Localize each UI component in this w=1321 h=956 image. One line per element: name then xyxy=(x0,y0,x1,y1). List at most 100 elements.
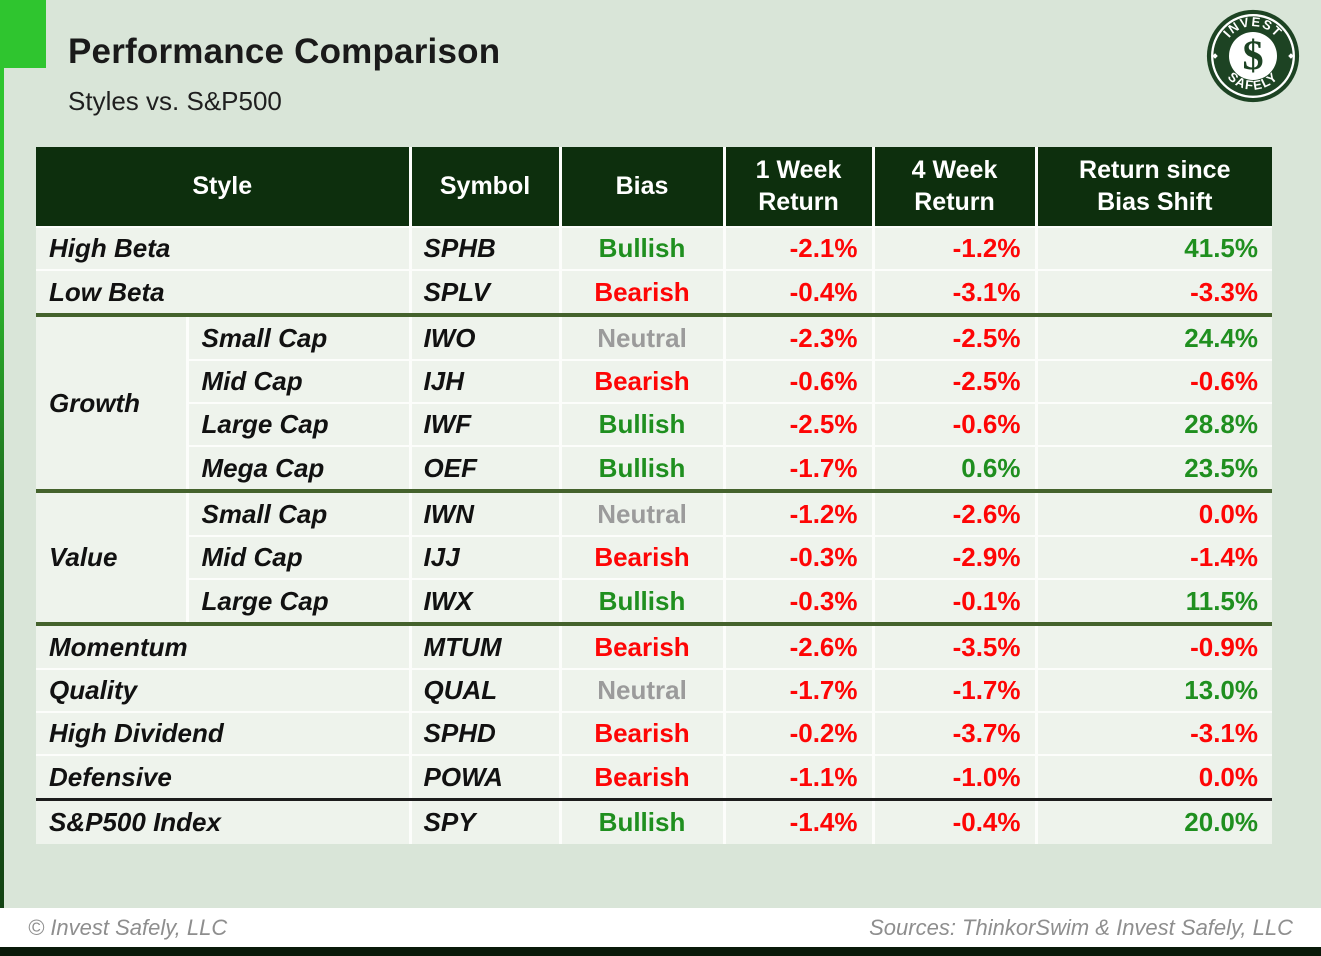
left-accent-strip xyxy=(0,0,4,947)
symbol-cell: IWX xyxy=(410,578,562,622)
header-1-week-return: 1 Week Return xyxy=(724,147,875,227)
week1-return-cell: -2.5% xyxy=(724,402,875,446)
bias-cell: Bullish xyxy=(560,402,726,446)
style-cell: Low Beta xyxy=(36,269,412,313)
symbol-cell: MTUM xyxy=(410,626,562,669)
week4-return-cell: -3.1% xyxy=(873,269,1038,313)
since-return-cell: 13.0% xyxy=(1036,668,1273,712)
week1-return-cell: -1.7% xyxy=(724,668,875,712)
bias-cell: Neutral xyxy=(560,668,726,712)
table-row: Momentum MTUM Bearish -2.6% -3.5% -0.9% xyxy=(36,626,1273,669)
week4-return-cell: -3.5% xyxy=(873,626,1038,669)
since-return-cell: -3.1% xyxy=(1036,711,1273,755)
week4-return-cell: -2.5% xyxy=(873,317,1038,360)
page-subtitle: Styles vs. S&P500 xyxy=(68,86,282,116)
symbol-cell: IWO xyxy=(410,317,562,360)
week1-return-cell: -2.1% xyxy=(724,226,875,270)
table-row: Defensive POWA Bearish -1.1% -1.0% 0.0% xyxy=(36,754,1273,798)
week4-return-cell: -1.7% xyxy=(873,668,1038,712)
section-divider xyxy=(36,622,1273,626)
performance-table: Style Symbol Bias 1 Week Return 4 Week R… xyxy=(36,147,1273,844)
table-row: S&P500 Index SPY Bullish -1.4% -0.4% 20.0% xyxy=(36,801,1273,844)
style-cell: High Dividend xyxy=(36,711,412,755)
symbol-cell: IWN xyxy=(410,493,562,536)
bottom-bar xyxy=(0,947,1321,956)
since-return-cell: 20.0% xyxy=(1036,801,1273,844)
style-cap-cell: Mega Cap xyxy=(187,445,412,489)
symbol-cell: IJJ xyxy=(410,535,562,579)
invest-safely-logo-icon: INVEST SAFELY $ xyxy=(1206,9,1300,103)
week1-return-cell: -2.6% xyxy=(724,626,875,669)
bias-cell: Bullish xyxy=(560,445,726,489)
since-return-cell: 28.8% xyxy=(1036,402,1273,446)
table-row: Mega Cap OEF Bullish -1.7% 0.6% 23.5% xyxy=(36,445,1273,489)
week4-return-cell: -0.6% xyxy=(873,402,1038,446)
week4-return-cell: -2.9% xyxy=(873,535,1038,579)
style-group-cell: Growth xyxy=(36,317,189,489)
table-row: Large Cap IWX Bullish -0.3% -0.1% 11.5% xyxy=(36,578,1273,622)
style-cap-cell: Small Cap xyxy=(187,493,412,536)
table-row: High Dividend SPHD Bearish -0.2% -3.7% -3.1% xyxy=(36,711,1273,755)
header-bias: Bias xyxy=(560,147,726,227)
style-cell: High Beta xyxy=(36,226,412,270)
since-return-cell: 11.5% xyxy=(1036,578,1273,622)
bias-cell: Bearish xyxy=(560,269,726,313)
header-symbol: Symbol xyxy=(410,147,562,227)
style-cap-cell: Large Cap xyxy=(187,402,412,446)
bias-cell: Bearish xyxy=(560,754,726,798)
week1-return-cell: -1.7% xyxy=(724,445,875,489)
table-row: Low Beta SPLV Bearish -0.4% -3.1% -3.3% xyxy=(36,269,1273,313)
week4-return-cell: -0.1% xyxy=(873,578,1038,622)
style-cell: Defensive xyxy=(36,754,412,798)
bias-cell: Bullish xyxy=(560,226,726,270)
table-body: High Beta SPHB Bullish -2.1% -1.2% 41.5% Low B… xyxy=(36,226,1273,844)
accent-square xyxy=(0,0,46,68)
symbol-cell: IWF xyxy=(410,402,562,446)
symbol-cell: OEF xyxy=(410,445,562,489)
since-return-cell: -0.9% xyxy=(1036,626,1273,669)
since-return-cell: 23.5% xyxy=(1036,445,1273,489)
section-divider xyxy=(36,313,1273,317)
section-divider xyxy=(36,489,1273,493)
benchmark-divider xyxy=(36,798,1273,801)
week4-return-cell: -1.2% xyxy=(873,226,1038,270)
style-cell: Quality xyxy=(36,668,412,712)
week1-return-cell: -1.1% xyxy=(724,754,875,798)
week1-return-cell: -1.2% xyxy=(724,493,875,536)
week4-return-cell: -2.6% xyxy=(873,493,1038,536)
week1-return-cell: -2.3% xyxy=(724,317,875,360)
since-return-cell: 24.4% xyxy=(1036,317,1273,360)
page-title: Performance Comparison xyxy=(68,32,501,71)
footer: © Invest Safely, LLC Sources: ThinkorSwi… xyxy=(0,908,1321,947)
bias-cell: Bearish xyxy=(560,359,726,403)
bias-cell: Bearish xyxy=(560,535,726,579)
symbol-cell: IJH xyxy=(410,359,562,403)
symbol-cell: SPLV xyxy=(410,269,562,313)
table-header-row: Style Symbol Bias 1 Week Return 4 Week R… xyxy=(36,147,1273,227)
table-row: Mid Cap IJH Bearish -0.6% -2.5% -0.6% xyxy=(36,359,1273,403)
since-return-cell: -1.4% xyxy=(1036,535,1273,579)
table-row: High Beta SPHB Bullish -2.1% -1.2% 41.5% xyxy=(36,226,1273,270)
table-row: Quality QUAL Neutral -1.7% -1.7% 13.0% xyxy=(36,668,1273,712)
sources-text: Sources: ThinkorSwim & Invest Safely, LL… xyxy=(869,914,1293,940)
week1-return-cell: -0.2% xyxy=(724,711,875,755)
table-row: Large Cap IWF Bullish -2.5% -0.6% 28.8% xyxy=(36,402,1273,446)
symbol-cell: SPHB xyxy=(410,226,562,270)
style-cell: Momentum xyxy=(36,626,412,669)
since-return-cell: -0.6% xyxy=(1036,359,1273,403)
bias-cell: Bullish xyxy=(560,801,726,844)
since-return-cell: 41.5% xyxy=(1036,226,1273,270)
logo-monogram: $ xyxy=(1242,32,1263,79)
week1-return-cell: -0.4% xyxy=(724,269,875,313)
week4-return-cell: -0.4% xyxy=(873,801,1038,844)
week4-return-cell: -1.0% xyxy=(873,754,1038,798)
week4-return-cell: -3.7% xyxy=(873,711,1038,755)
style-cap-cell: Mid Cap xyxy=(187,535,412,579)
bias-cell: Bearish xyxy=(560,626,726,669)
week1-return-cell: -0.6% xyxy=(724,359,875,403)
week1-return-cell: -1.4% xyxy=(724,801,875,844)
bias-cell: Neutral xyxy=(560,493,726,536)
header-style: Style xyxy=(36,147,412,227)
style-cell: S&P500 Index xyxy=(36,801,412,844)
header-4-week-return: 4 Week Return xyxy=(873,147,1038,227)
